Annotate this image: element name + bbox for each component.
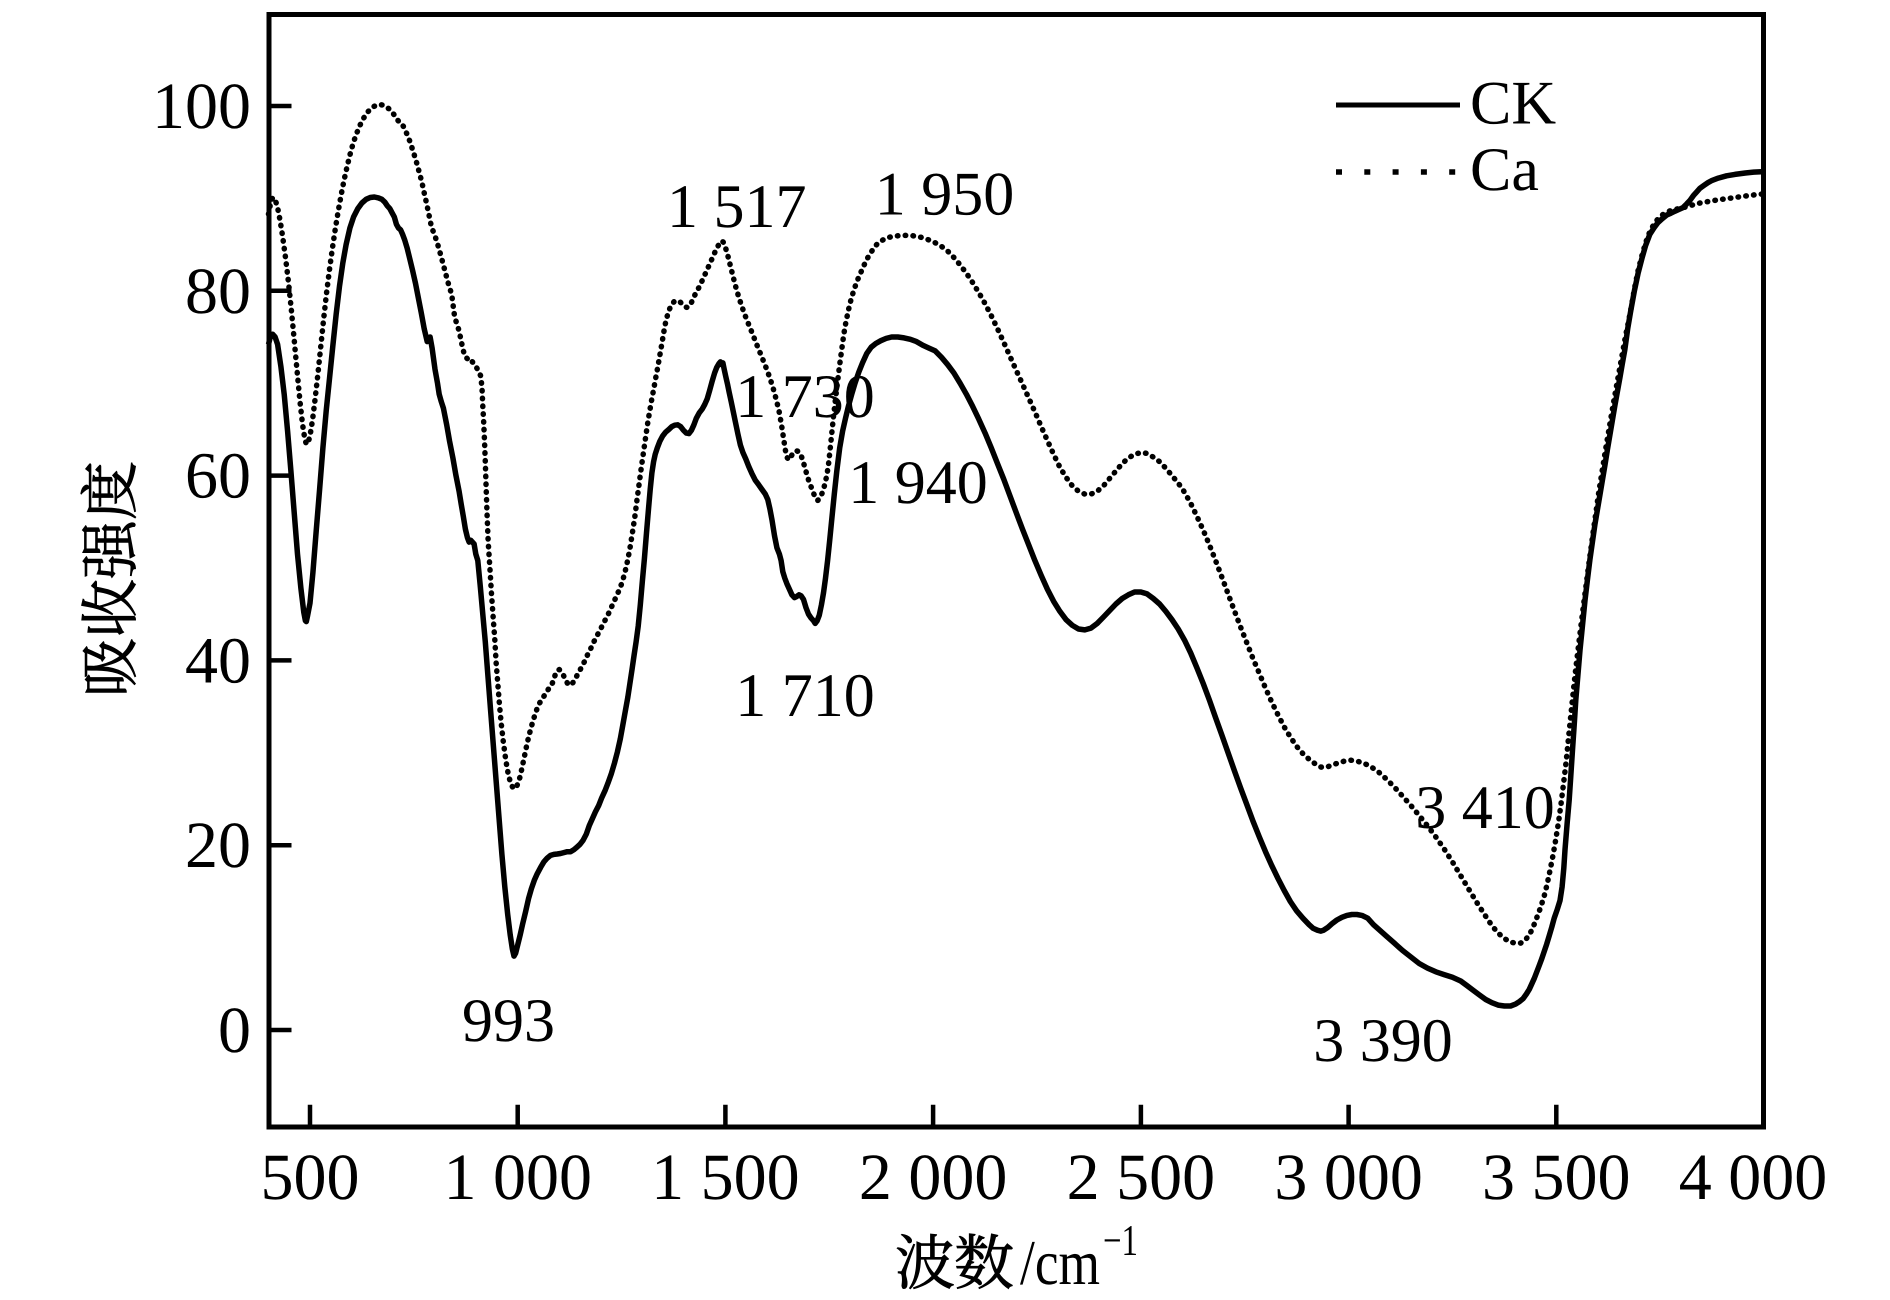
svg-text:1 950: 1 950 (875, 161, 1015, 229)
svg-text:80: 80 (185, 255, 251, 328)
svg-text:−1: −1 (1103, 1216, 1138, 1265)
svg-text:2 500: 2 500 (1067, 1141, 1216, 1214)
svg-text:CK: CK (1470, 70, 1556, 138)
svg-text:0: 0 (218, 994, 251, 1067)
svg-text:Ca: Ca (1470, 136, 1539, 204)
svg-text:1 000: 1 000 (443, 1141, 592, 1214)
svg-text:20: 20 (185, 809, 251, 882)
svg-text:993: 993 (462, 987, 555, 1055)
svg-text:1 517: 1 517 (667, 173, 807, 241)
svg-text:1 500: 1 500 (651, 1141, 800, 1214)
svg-text:500: 500 (261, 1141, 360, 1214)
svg-text:3 390: 3 390 (1313, 1007, 1453, 1075)
svg-text:3 410: 3 410 (1415, 774, 1555, 842)
svg-text:40: 40 (185, 624, 251, 697)
svg-text:1 730: 1 730 (735, 363, 875, 431)
svg-text:100: 100 (152, 70, 251, 143)
svg-text:4 000: 4 000 (1679, 1141, 1828, 1214)
svg-text:3 000: 3 000 (1274, 1141, 1423, 1214)
svg-text:1 940: 1 940 (848, 449, 988, 517)
svg-text:3 500: 3 500 (1482, 1141, 1631, 1214)
svg-text:60: 60 (185, 440, 251, 513)
svg-text:/cm: /cm (1020, 1227, 1100, 1298)
svg-text:1 710: 1 710 (735, 662, 875, 730)
svg-text:2 000: 2 000 (859, 1141, 1008, 1214)
